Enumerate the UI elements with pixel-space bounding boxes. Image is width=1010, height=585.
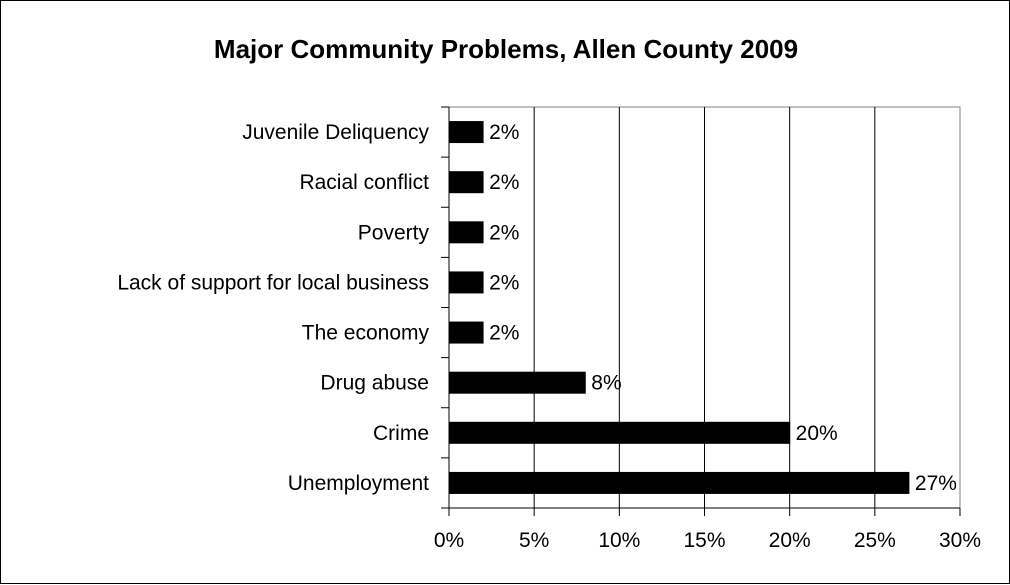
bar-4 [448, 321, 484, 344]
bar-7 [448, 471, 910, 494]
bar-1 [448, 171, 484, 194]
data-label-1: 2% [489, 171, 519, 194]
bar-2 [448, 221, 484, 244]
x-tick-label-2: 10% [598, 529, 640, 552]
data-label-2: 2% [489, 221, 519, 244]
x-tick-label-1: 5% [519, 529, 549, 552]
plot-area: 0% 5% 10% 15% 20% 25% 30% Juvenile Deliquency 2%… [117, 106, 981, 552]
data-label-7: 27% [915, 472, 957, 495]
category-label-1: Racial conflict [299, 171, 429, 194]
data-label-3: 2% [489, 271, 519, 294]
chart-title: Major Community Problems, Allen County 2… [214, 34, 798, 64]
category-label-7: Unemployment [288, 472, 429, 495]
bar-0 [448, 121, 484, 144]
x-tick-label-4: 20% [769, 529, 811, 552]
x-tick-label-6: 30% [939, 529, 981, 552]
bar-5 [448, 371, 586, 394]
category-label-0: Juvenile Deliquency [242, 121, 429, 144]
bar-6 [448, 421, 791, 444]
bar-3 [448, 271, 484, 294]
category-label-6: Crime [373, 422, 429, 445]
x-tick-label-5: 25% [854, 529, 896, 552]
x-tick-label-0: 0% [434, 529, 464, 552]
data-label-4: 2% [489, 322, 519, 345]
category-label-4: The economy [302, 322, 430, 345]
category-label-2: Poverty [358, 221, 430, 244]
category-label-3: Lack of support for local business [117, 271, 429, 294]
x-tick-label-3: 15% [683, 529, 725, 552]
data-label-6: 20% [796, 422, 838, 445]
data-label-0: 2% [489, 121, 519, 144]
category-label-5: Drug abuse [320, 372, 429, 395]
data-label-5: 8% [591, 372, 621, 395]
